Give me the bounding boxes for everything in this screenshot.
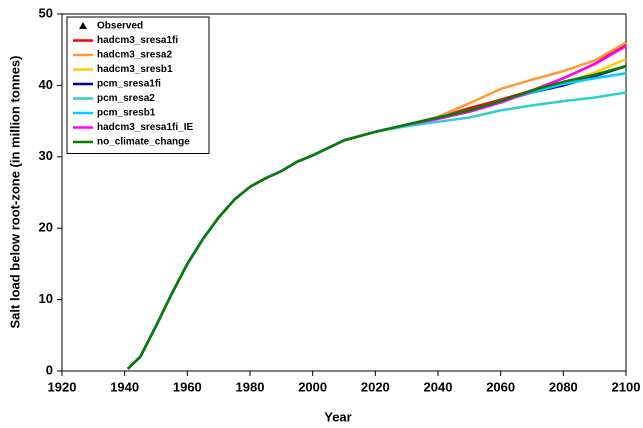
legend-label: Observed (97, 21, 143, 32)
legend-label: pcm_sresa1fi (97, 79, 161, 90)
x-tick-label: 1940 (110, 379, 139, 394)
y-tick-label: 30 (39, 148, 53, 163)
y-tick-label: 20 (39, 220, 53, 235)
y-tick-label: 0 (46, 362, 53, 377)
x-axis-title: Year (324, 409, 351, 424)
legend-label: hadcm3_sresa1fi_IE (97, 122, 194, 133)
legend-label: pcm_sresa2 (97, 93, 155, 104)
legend-label: hadcm3_sresa2 (97, 50, 172, 61)
y-tick-label: 40 (39, 77, 53, 92)
legend-label: no_climate_change (97, 137, 190, 148)
x-tick-label: 2040 (424, 379, 453, 394)
x-tick-label: 2100 (612, 379, 641, 394)
x-tick-label: 1920 (48, 379, 77, 394)
x-tick-label: 2020 (361, 379, 390, 394)
y-tick-label: 10 (39, 291, 53, 306)
legend-label: hadcm3_sresb1 (97, 64, 173, 75)
legend-marker (79, 22, 87, 29)
y-tick-label: 50 (39, 5, 53, 20)
plot-area (61, 13, 627, 372)
series-line (126, 64, 627, 370)
legend-label: hadcm3_sresa1fi (97, 35, 178, 46)
x-tick-label: 1980 (236, 379, 265, 394)
x-tick-label: 2060 (486, 379, 515, 394)
x-tick-label: 2080 (549, 379, 578, 394)
x-tick-label: 1960 (173, 379, 202, 394)
legend-label: pcm_sresb1 (97, 108, 156, 119)
x-tick-label: 2000 (298, 379, 327, 394)
y-axis-title: Salt load below root-zone (in million to… (7, 56, 22, 329)
